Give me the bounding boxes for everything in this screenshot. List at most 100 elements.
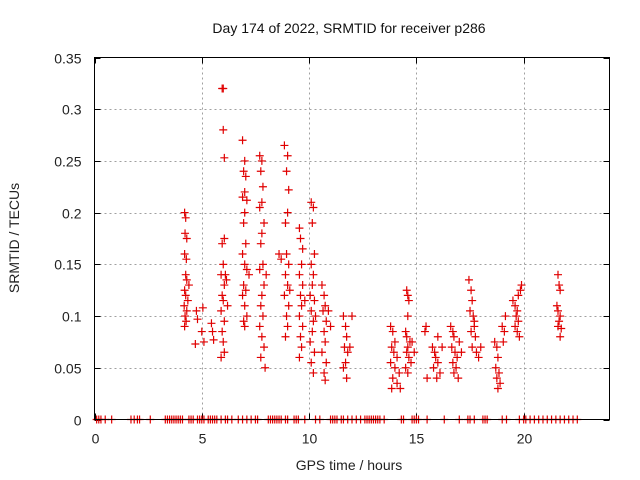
data-point	[256, 167, 265, 176]
y-tick-label: 0.3	[62, 102, 82, 118]
data-point	[260, 343, 269, 352]
data-point	[182, 317, 191, 326]
data-point	[198, 303, 207, 312]
data-point	[192, 306, 201, 315]
data-point	[403, 291, 412, 300]
data-point	[239, 281, 248, 290]
data-point	[554, 270, 562, 279]
chart-title: Day 174 of 2022, SRMTID for receiver p28…	[212, 20, 485, 36]
x-tick-label: 5	[199, 431, 207, 447]
data-point	[435, 368, 444, 377]
data-point	[317, 281, 326, 290]
data-point	[447, 343, 456, 352]
data-point	[403, 343, 412, 352]
data-point	[281, 270, 290, 279]
data-point	[308, 327, 317, 336]
x-tick-label: 10	[302, 431, 318, 447]
x-tick-label: 15	[409, 431, 425, 447]
data-point	[220, 234, 229, 243]
data-point	[476, 343, 485, 352]
data-point	[556, 286, 565, 295]
data-point	[433, 332, 442, 341]
data-point	[241, 286, 250, 295]
data-point	[555, 281, 564, 290]
data-point	[284, 185, 293, 194]
data-point	[297, 301, 306, 310]
data-point	[455, 337, 464, 346]
y-tick-label: 0.35	[54, 51, 81, 67]
data-point	[433, 358, 442, 367]
data-point	[493, 353, 502, 362]
data-point	[257, 291, 266, 300]
data-point	[285, 286, 294, 295]
data-point	[241, 172, 250, 181]
data-point	[280, 291, 289, 300]
data-point	[258, 312, 267, 321]
data-point	[242, 196, 251, 205]
data-point	[261, 363, 270, 372]
data-point	[218, 327, 227, 336]
data-point	[296, 234, 305, 243]
data-point	[220, 153, 229, 162]
data-point	[256, 239, 265, 248]
data-point	[295, 312, 304, 321]
data-point	[181, 229, 190, 238]
data-point	[181, 213, 190, 222]
data-point	[277, 255, 286, 264]
data-point	[448, 327, 457, 336]
data-point	[240, 208, 249, 217]
data-point	[386, 322, 395, 331]
data-point	[182, 234, 191, 243]
y-axis-label: SRMTID / TECUs	[6, 183, 22, 293]
data-point	[296, 332, 305, 341]
x-tick-label: 20	[517, 431, 533, 447]
data-point	[284, 260, 293, 269]
data-point	[317, 348, 326, 357]
data-point	[387, 384, 396, 393]
y-axis-ticks: 0 0.05 0.1 0.15 0.2 0.25 0.3 0.35	[54, 51, 610, 429]
data-point	[220, 348, 229, 357]
data-point	[343, 348, 352, 357]
data-point	[387, 343, 396, 352]
data-point	[260, 218, 269, 227]
data-point	[322, 358, 331, 367]
data-point	[517, 281, 526, 290]
data-point	[223, 301, 232, 310]
x-axis-ticks: 0 5 10 15 20	[92, 57, 533, 447]
data-point	[430, 348, 439, 357]
data-point	[342, 332, 351, 341]
data-point	[217, 353, 226, 362]
data-point	[220, 317, 229, 326]
data-point	[324, 306, 333, 315]
data-point	[404, 296, 413, 305]
data-point	[321, 301, 330, 310]
y-tick-label: 0.05	[54, 361, 81, 377]
data-point	[491, 363, 500, 372]
data-point	[257, 332, 266, 341]
data-point	[310, 250, 319, 259]
data-point	[408, 337, 417, 346]
data-point	[255, 203, 264, 212]
data-point	[184, 281, 193, 290]
data-point	[242, 312, 251, 321]
data-point	[508, 296, 517, 305]
data-point	[282, 312, 291, 321]
data-point	[321, 376, 330, 385]
data-point	[393, 353, 402, 362]
data-point	[296, 291, 305, 300]
data-point	[308, 218, 317, 227]
data-point	[449, 368, 458, 377]
data-point	[438, 343, 447, 352]
data-point	[514, 317, 523, 326]
data-point	[470, 317, 479, 326]
data-point	[191, 339, 200, 348]
data-point	[256, 353, 265, 362]
data-point	[390, 363, 399, 372]
data-point	[511, 322, 520, 331]
data-point	[220, 281, 229, 290]
data-point	[396, 384, 405, 393]
data-point	[239, 218, 248, 227]
data-point	[403, 312, 412, 321]
data-point	[182, 306, 191, 315]
data-point	[309, 203, 318, 212]
